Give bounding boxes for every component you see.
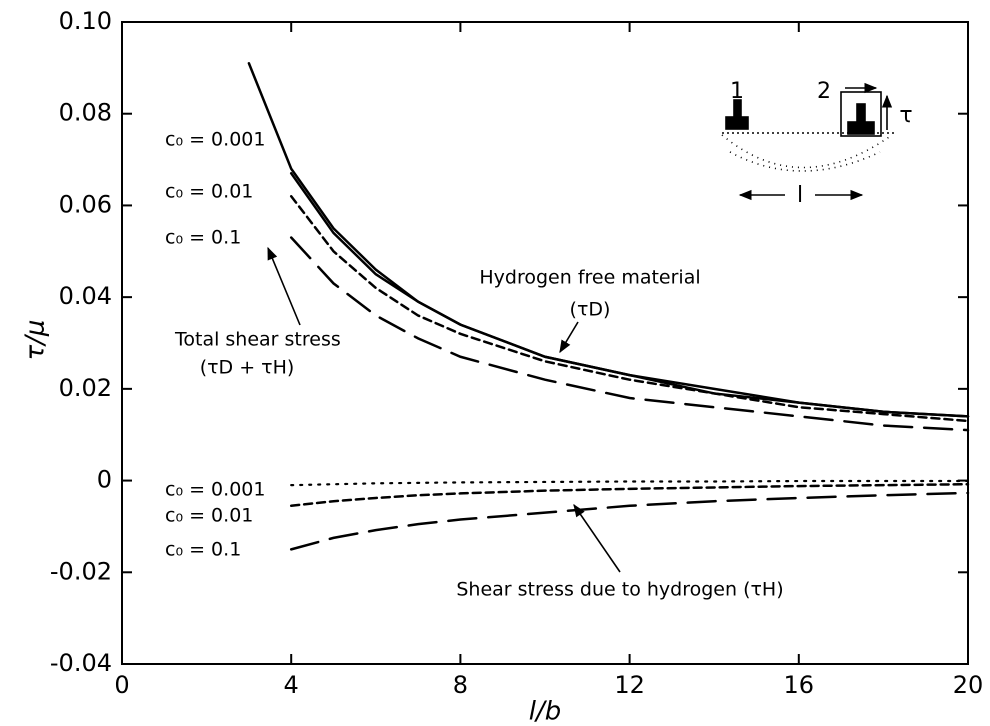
arrow <box>559 321 579 354</box>
x-tick-label: 0 <box>114 671 129 699</box>
inset-label: 2 <box>817 79 831 104</box>
inset-label: l <box>797 183 803 208</box>
arrows <box>267 246 621 573</box>
inset-region <box>721 134 893 169</box>
curve <box>289 195 970 423</box>
annotation: (τD + τH) <box>200 357 295 379</box>
x-tick-label: 20 <box>953 671 984 699</box>
annotation: c₀ = 0.1 <box>165 539 241 561</box>
x-tick-label: 16 <box>784 671 815 699</box>
curve <box>289 491 970 551</box>
inset-block <box>733 99 742 119</box>
annotation: Hydrogen free material <box>479 267 700 289</box>
y-tick-label: 0.10 <box>59 7 112 35</box>
x-tick-label: 4 <box>284 671 299 699</box>
y-tick-label: 0 <box>97 466 112 494</box>
inset-block <box>847 121 875 135</box>
x-axis-label: l/b <box>529 697 562 726</box>
curve <box>289 172 970 418</box>
annotation: c₀ = 0.001 <box>165 129 265 151</box>
y-tick-label: 0.06 <box>59 190 112 218</box>
annotation: Total shear stress <box>174 329 341 351</box>
x-tick-label: 8 <box>453 671 468 699</box>
curve <box>290 479 970 487</box>
annotation: (τD) <box>570 299 611 321</box>
inset-box <box>840 91 882 137</box>
annotation: c₀ = 0.01 <box>165 505 253 527</box>
curve <box>289 236 970 432</box>
curve <box>289 482 970 508</box>
arrow <box>267 246 301 326</box>
arrow <box>573 503 621 573</box>
y-tick-label: -0.04 <box>50 649 112 677</box>
y-tick-label: 0.04 <box>59 282 112 310</box>
y-tick-label: 0.02 <box>59 374 112 402</box>
inset-label: τ <box>899 103 912 128</box>
y-tick-label: -0.02 <box>50 557 112 585</box>
annotation: c₀ = 0.01 <box>165 181 253 203</box>
inset-block <box>856 103 866 123</box>
annotation: c₀ = 0.1 <box>165 227 241 249</box>
plot-frame <box>121 21 969 665</box>
annotation: Shear stress due to hydrogen (τH) <box>456 579 783 601</box>
x-tick-label: 12 <box>614 671 645 699</box>
annotation: c₀ = 0.001 <box>165 479 265 501</box>
inset <box>721 82 895 201</box>
inset-block <box>725 116 749 130</box>
y-tick-label: 0.08 <box>59 99 112 127</box>
inset-label: 1 <box>730 79 744 104</box>
y-axis-label: τ/μ <box>21 320 51 361</box>
